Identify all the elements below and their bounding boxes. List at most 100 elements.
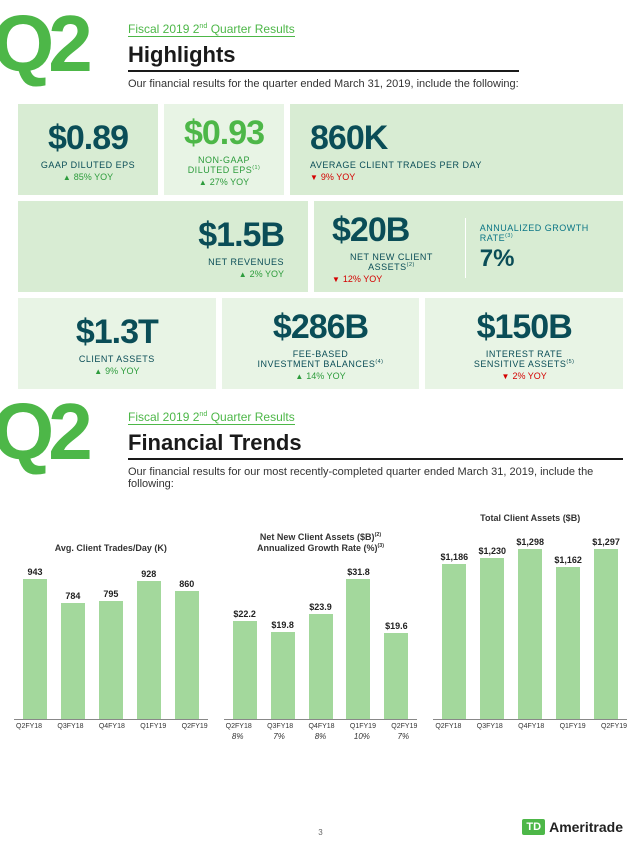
growth-pct-label: 7% (391, 732, 415, 741)
footer-logo: TD Ameritrade (522, 819, 623, 835)
eyebrow-2: Fiscal 2019 2nd Quarter Results (128, 409, 295, 425)
tile-client-assets: $1.3T CLIENT ASSETS ▲9% YOY (18, 298, 216, 389)
bar-value-label: 943 (27, 567, 42, 577)
x-tick-label: Q2FY19 (601, 723, 625, 730)
bar (99, 601, 123, 719)
bar (346, 579, 370, 719)
bar-group: 860 (168, 579, 206, 719)
nongaap-value: $0.93 (184, 114, 264, 153)
irs-value: $150B (477, 308, 572, 347)
tile-fee-based: $286B FEE-BASEDINVESTMENT BALANCES(4) ▲1… (222, 298, 420, 389)
x-tick-label: Q2FY18 (16, 723, 40, 730)
bar-group: $22.2 (226, 609, 264, 719)
bar-value-label: 795 (103, 589, 118, 599)
bar-group: $19.8 (264, 620, 302, 719)
highlights-header: Fiscal 2019 2nd Quarter Results Highligh… (128, 20, 519, 90)
trends-header: Fiscal 2019 2nd Quarter Results Financia… (128, 408, 623, 490)
x-tick-label: Q2FY19 (182, 723, 206, 730)
bar-value-label: $31.8 (347, 567, 370, 577)
x-tick-label: Q4FY18 (99, 723, 123, 730)
bar-group: $1,298 (511, 537, 549, 719)
arrow-up-icon: ▲ (63, 173, 71, 182)
nongaap-label: NON-GAAPDILUTED EPS(1) (188, 155, 261, 175)
bar-group: $1,162 (549, 555, 587, 719)
bar (271, 632, 295, 719)
rev-value: $1.5B (198, 216, 284, 255)
x-tick-label: Q3FY18 (57, 723, 81, 730)
bar (61, 603, 85, 719)
arrow-down-icon: ▼ (310, 173, 318, 182)
feebased-yoy: ▲14% YOY (295, 371, 345, 381)
bar-value-label: $22.2 (233, 609, 256, 619)
trends-title: Financial Trends (128, 430, 623, 460)
bar-group: 795 (92, 589, 130, 719)
bar (442, 564, 466, 719)
q2-badge: Q2 (0, 10, 87, 78)
growth-pct-label: 8% (226, 732, 250, 741)
arrow-up-icon: ▲ (295, 372, 303, 381)
tile-gaap-eps: $0.89 GAAP DILUTED EPS ▲85% YOY (18, 104, 158, 195)
bar (233, 621, 257, 719)
bar-group: $1,297 (587, 537, 625, 719)
nnca-yoy: ▼12% YOY (332, 274, 382, 284)
bar-value-label: $1,297 (592, 537, 620, 547)
bar-group: 928 (130, 569, 168, 719)
brand-name: Ameritrade (549, 819, 623, 835)
x-tick-label: Q3FY18 (267, 723, 291, 730)
feebased-value: $286B (273, 308, 368, 347)
gaap-label: GAAP DILUTED EPS (41, 160, 135, 170)
growth-pct-label: 8% (308, 732, 332, 741)
growth-label: ANNUALIZED GROWTH RATE(3) (480, 223, 611, 243)
bar-value-label: 860 (179, 579, 194, 589)
metric-tiles: $0.89 GAAP DILUTED EPS ▲85% YOY $0.93 NO… (18, 104, 623, 395)
trades-value: 860K (310, 119, 387, 158)
bar-value-label: $1,162 (554, 555, 582, 565)
bar-value-label: $19.6 (385, 621, 408, 631)
rev-label: NET REVENUES (208, 257, 284, 267)
gaap-yoy: ▲85% YOY (63, 172, 113, 182)
chart-tca: Total Client Assets ($B) $1,186 $1,230 $1,… (433, 500, 627, 741)
irs-label: INTEREST RATESENSITIVE ASSETS(5) (474, 349, 575, 369)
bar (480, 558, 504, 719)
growth-pct-label: 10% (350, 732, 374, 741)
x-tick-label: Q4FY18 (518, 723, 542, 730)
bar-group: $1,230 (473, 546, 511, 719)
nnca-label: NET NEW CLIENT ASSETS(2) (332, 252, 451, 272)
arrow-up-icon: ▲ (239, 270, 247, 279)
growth-value: 7% (480, 245, 515, 273)
tile-revenue: $1.5B NET REVENUES ▲2% YOY (18, 201, 308, 292)
chart-trades-title: Avg. Client Trades/Day (K) (55, 530, 167, 554)
irs-yoy: ▼2% YOY (502, 371, 547, 381)
highlights-title: Highlights (128, 42, 519, 72)
chart-trades: Avg. Client Trades/Day (K) 943 784 795 928 8… (14, 530, 208, 741)
bar-value-label: $1,298 (516, 537, 544, 547)
trades-label: AVERAGE CLIENT TRADES PER DAY (310, 160, 482, 170)
chart-nnca: Net New Client Assets ($B)(2)Annualized … (224, 530, 418, 741)
bar (23, 579, 47, 719)
x-tick-label: Q2FY18 (226, 723, 250, 730)
x-tick-label: Q2FY18 (435, 723, 459, 730)
bar-group: 784 (54, 591, 92, 719)
gaap-value: $0.89 (48, 119, 128, 158)
x-tick-label: Q1FY19 (560, 723, 584, 730)
arrow-up-icon: ▲ (199, 178, 207, 187)
chart-tca-title: Total Client Assets ($B) (480, 500, 580, 524)
tile-interest-rate: $150B INTEREST RATESENSITIVE ASSETS(5) ▼… (425, 298, 623, 389)
bar-value-label: $1,230 (478, 546, 506, 556)
nongaap-yoy: ▲27% YOY (199, 177, 249, 187)
x-tick-label: Q3FY18 (477, 723, 501, 730)
bar (384, 633, 408, 719)
rev-yoy: ▲2% YOY (239, 269, 284, 279)
q2-badge-2: Q2 (0, 398, 87, 466)
bar (594, 549, 618, 719)
x-tick-label: Q1FY19 (350, 723, 374, 730)
bar-group: $1,186 (435, 552, 473, 719)
trades-yoy: ▼9% YOY (310, 172, 355, 182)
x-tick-label: Q2FY19 (391, 723, 415, 730)
charts: Avg. Client Trades/Day (K) 943 784 795 928 8… (14, 530, 627, 741)
highlights-sub: Our financial results for the quarter en… (128, 78, 519, 90)
bar-value-label: 928 (141, 569, 156, 579)
bar (175, 591, 199, 719)
x-tick-label: Q1FY19 (140, 723, 164, 730)
assets-yoy: ▲9% YOY (94, 366, 139, 376)
